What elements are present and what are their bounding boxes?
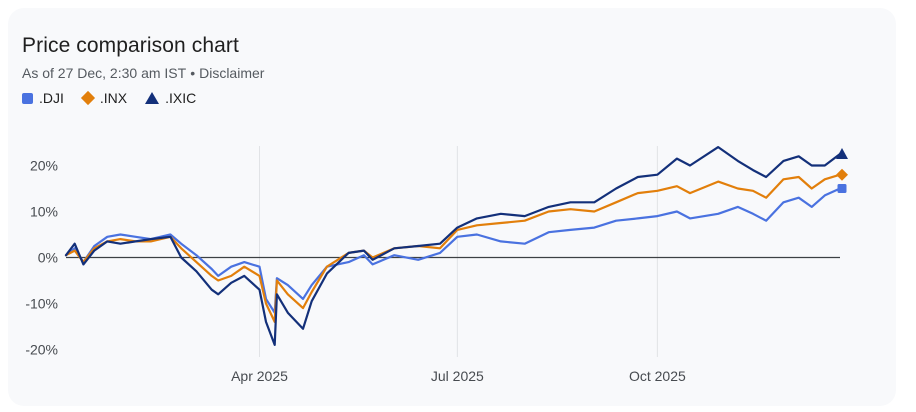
separator: • [190,65,196,81]
series-line-dji [64,187,842,314]
legend-item-ixic[interactable]: .IXIC [145,90,196,106]
page-title: Price comparison chart [22,34,239,57]
y-tick-label: 0% [38,250,58,266]
grid-layer [66,146,840,357]
legend-label: .IXIC [165,90,197,106]
series-line-ixic [64,146,842,346]
end-marker-ixic [836,148,848,159]
line-chart[interactable]: Apr 2025 Jul 2025 Oct 2025 20% 10% 0% -10% -20% [8,8,896,406]
series-line-inx [64,173,842,323]
series-layer [64,146,848,346]
triangle-marker-icon [145,92,160,104]
end-marker-inx [836,168,848,181]
legend: .DJI .INX .IXIC [22,90,196,106]
as-of-timestamp: As of 27 Dec, 2:30 am IST [22,65,187,81]
disclaimer-link[interactable]: Disclaimer [199,65,265,81]
chart-card: Price comparison chart As of 27 Dec, 2:3… [8,8,896,406]
legend-label: .INX [99,90,128,106]
legend-item-inx[interactable]: .INX [80,90,128,106]
x-tick-label: Apr 2025 [231,368,288,384]
y-tick-label: -10% [25,296,58,312]
end-marker-dji [837,184,847,193]
square-marker-icon [22,92,33,104]
tick-layer: Apr 2025 Jul 2025 Oct 2025 20% 10% 0% -10% -20% [25,158,686,385]
y-tick-label: 20% [30,158,58,174]
x-tick-label: Oct 2025 [629,368,686,384]
subtitle: As of 27 Dec, 2:30 am IST • Disclaimer [22,65,264,81]
y-tick-label: 10% [30,204,58,220]
legend-item-dji[interactable]: .DJI [22,90,64,106]
legend-label: .DJI [39,90,64,106]
y-tick-label: -20% [25,342,58,358]
x-tick-label: Jul 2025 [431,368,484,384]
